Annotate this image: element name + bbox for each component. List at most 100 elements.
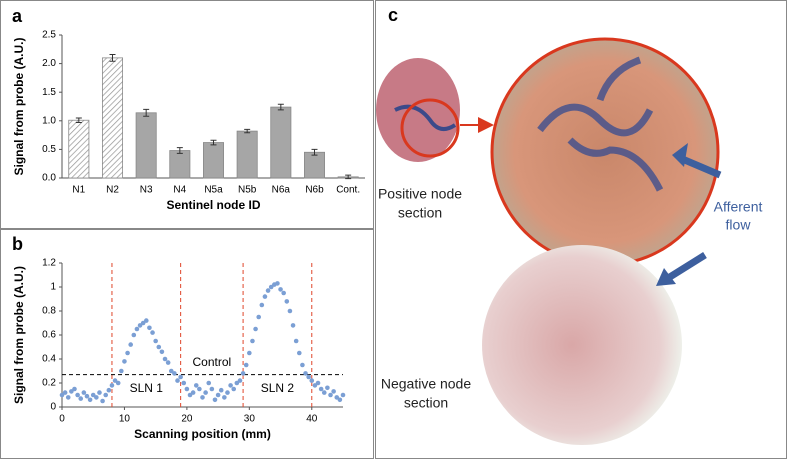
panel-a-frame — [0, 0, 374, 229]
point — [281, 290, 286, 296]
point — [128, 342, 133, 347]
point — [247, 350, 252, 356]
bar — [102, 57, 124, 179]
point — [59, 392, 65, 398]
error-bar — [176, 147, 183, 154]
y-tick-label: 0.6 — [42, 330, 56, 341]
caption: Positive node — [378, 186, 462, 202]
point — [212, 397, 218, 403]
point — [309, 378, 315, 383]
point — [134, 326, 140, 332]
panel-label: a — [12, 6, 23, 26]
point — [262, 294, 268, 299]
flow-arrow-head — [672, 143, 688, 167]
x-tick-label: N5a — [204, 185, 223, 196]
point — [228, 383, 233, 388]
bar — [169, 150, 191, 179]
point — [321, 390, 327, 395]
y-tick-label: 1 — [50, 282, 56, 293]
point — [259, 302, 265, 308]
flow-arrow — [678, 154, 722, 179]
chart-b: b 0 0.2 0.4 0.6 0.8 1 1.2 Signal from probe (A.U… — [12, 234, 346, 441]
y-tick-label: 0.4 — [42, 354, 56, 365]
point — [290, 323, 296, 328]
point — [306, 374, 311, 380]
point — [256, 314, 262, 320]
bar — [68, 119, 90, 179]
point — [90, 392, 96, 398]
point — [178, 374, 183, 380]
error-bar — [277, 103, 284, 111]
point — [140, 320, 146, 326]
point — [237, 378, 243, 383]
flow-arrow-head — [656, 268, 676, 286]
point — [275, 281, 280, 286]
x-tick-label: N6a — [272, 185, 291, 196]
point — [106, 387, 112, 393]
point — [197, 386, 202, 392]
y-tick-label: 0.5 — [42, 144, 56, 155]
error-bar — [143, 108, 150, 117]
point — [203, 390, 208, 395]
point — [150, 330, 155, 335]
point — [293, 338, 299, 344]
point — [337, 397, 343, 403]
point — [234, 380, 240, 386]
x-tick-label: N2 — [106, 185, 119, 196]
point — [334, 395, 340, 400]
point — [268, 284, 274, 290]
y-axis-title: Signal from probe (A.U.) — [12, 37, 26, 175]
x-tick-label: N6b — [305, 185, 324, 196]
x-tick-label: N1 — [72, 185, 85, 196]
panel-label: b — [12, 234, 23, 254]
point — [109, 383, 115, 388]
caption: section — [398, 205, 442, 221]
point — [253, 326, 258, 332]
y-tick-label: 2.0 — [42, 58, 56, 69]
point — [340, 392, 346, 398]
point — [172, 371, 177, 376]
bar — [236, 130, 258, 179]
bar — [202, 142, 224, 179]
point — [209, 386, 215, 392]
point — [331, 389, 336, 394]
y-tick-label: 1.0 — [42, 115, 56, 126]
point — [175, 378, 180, 383]
point — [328, 392, 333, 398]
point — [206, 380, 212, 386]
chart-a: a 0.0 0.5 1.0 1.5 2.0 2.5 Signal from probe (A.… — [12, 6, 365, 212]
x-tick-label: 20 — [181, 414, 193, 425]
point — [312, 383, 318, 388]
point — [296, 350, 302, 356]
error-bar — [109, 53, 116, 62]
region-label: SLN 2 — [261, 381, 295, 395]
point — [72, 386, 77, 392]
error-bar — [210, 139, 217, 146]
panel-c: c Positive node section Afferent flow Ne… — [376, 5, 762, 445]
x-axis-title: Scanning position (mm) — [134, 427, 271, 441]
y-axis-title: Signal from probe (A.U.) — [12, 266, 26, 404]
point — [181, 380, 187, 386]
point — [144, 318, 149, 323]
x-axis-title: Sentinel node ID — [166, 198, 260, 212]
error-bar — [244, 128, 251, 134]
y-tick-label: 0.8 — [42, 306, 56, 317]
x-tick-label: 40 — [306, 414, 318, 425]
y-tick-label: 0.2 — [42, 378, 56, 389]
error-bar — [345, 174, 352, 180]
point — [325, 385, 330, 391]
point — [84, 393, 90, 399]
bar — [303, 151, 325, 179]
point — [200, 395, 205, 400]
point — [168, 368, 174, 374]
point — [240, 371, 246, 376]
point — [119, 368, 124, 374]
point — [165, 360, 171, 365]
bar — [135, 112, 157, 179]
x-tick-label: 10 — [119, 414, 131, 425]
point — [78, 396, 84, 401]
bar — [270, 106, 292, 179]
point — [81, 390, 87, 395]
point — [62, 390, 68, 395]
